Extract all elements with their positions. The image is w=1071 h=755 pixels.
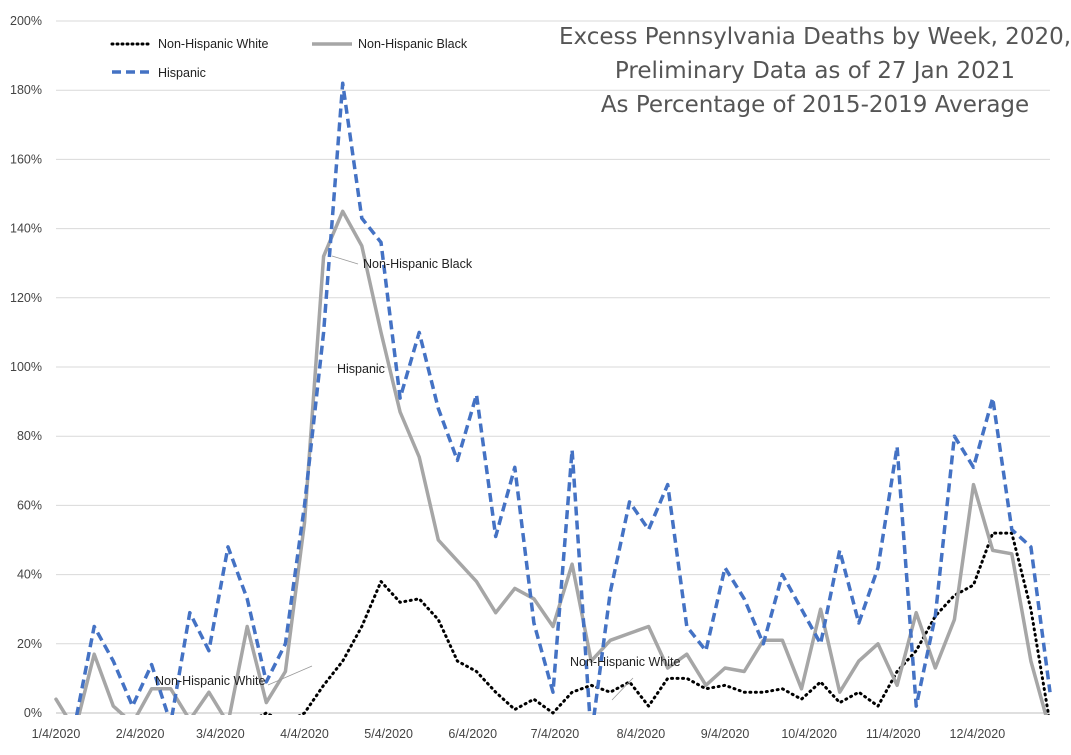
title-line-2: Preliminary Data as of 27 Jan 2021 xyxy=(615,58,1015,84)
annotation-leader-white-2 xyxy=(611,677,634,701)
x-tick-label: 8/4/2020 xyxy=(617,727,666,741)
x-tick-label: 5/4/2020 xyxy=(364,727,413,741)
x-axis-ticks: 1/4/2020 2/4/2020 3/4/2020 4/4/2020 5/4/2020… xyxy=(32,727,1006,741)
annotation-non-hispanic-white-2: Non-Hispanic White xyxy=(570,655,681,669)
y-tick-label: 100% xyxy=(10,360,42,374)
x-tick-label: 3/4/2020 xyxy=(196,727,245,741)
chart-title: Excess Pennsylvania Deaths by Week, 2020… xyxy=(559,24,1071,118)
y-tick-label: 0% xyxy=(24,706,42,720)
legend-item-non-hispanic-black: Non-Hispanic Black xyxy=(312,37,468,51)
legend-label-non-hispanic-white: Non-Hispanic White xyxy=(158,37,269,51)
legend: Non-Hispanic White Non-Hispanic Black Hi… xyxy=(110,37,468,80)
series-lines xyxy=(54,81,1052,715)
y-tick-label: 80% xyxy=(17,429,42,443)
y-tick-label: 40% xyxy=(17,568,42,582)
x-tick-label: 11/4/2020 xyxy=(866,727,921,741)
x-tick-label: 1/4/2020 xyxy=(32,727,81,741)
x-tick-label: 4/4/2020 xyxy=(280,727,329,741)
annotation-leader-black xyxy=(331,255,359,265)
y-tick-label: 180% xyxy=(10,83,42,97)
annotation-non-hispanic-black: Non-Hispanic Black xyxy=(363,257,473,271)
y-axis-ticks: 0% 20% 40% 60% 80% 100% 120% 140% 160% 180% 200% xyxy=(10,14,42,720)
x-tick-label: 9/4/2020 xyxy=(701,727,750,741)
legend-item-non-hispanic-white: Non-Hispanic White xyxy=(110,37,269,51)
x-tick-label: 7/4/2020 xyxy=(531,727,580,741)
y-tick-label: 120% xyxy=(10,291,42,305)
x-tick-label: 10/4/2020 xyxy=(781,727,837,741)
series-line-non-hispanic-black xyxy=(54,209,1048,715)
x-tick-label: 12/4/2020 xyxy=(950,727,1006,741)
series-line-non-hispanic-white xyxy=(259,531,1051,715)
y-tick-label: 160% xyxy=(10,152,42,166)
legend-item-hispanic: Hispanic xyxy=(112,66,206,80)
legend-label-hispanic: Hispanic xyxy=(158,66,206,80)
annotation-hispanic: Hispanic xyxy=(337,362,385,376)
y-tick-label: 140% xyxy=(10,222,42,236)
x-tick-label: 2/4/2020 xyxy=(116,727,165,741)
y-tick-label: 20% xyxy=(17,637,42,651)
legend-label-non-hispanic-black: Non-Hispanic Black xyxy=(358,37,468,51)
annotations: Non-Hispanic Black Hispanic Non-Hispanic… xyxy=(155,255,681,701)
title-line-3: As Percentage of 2015-2019 Average xyxy=(601,92,1029,118)
x-tick-label: 6/4/2020 xyxy=(448,727,497,741)
annotation-non-hispanic-white-1: Non-Hispanic White xyxy=(155,674,266,688)
title-line-1: Excess Pennsylvania Deaths by Week, 2020… xyxy=(559,24,1071,50)
gridlines xyxy=(56,20,1050,714)
series-line-hispanic xyxy=(74,81,1052,715)
y-tick-label: 60% xyxy=(17,498,42,512)
y-tick-label: 200% xyxy=(10,14,42,28)
annotation-leader-white-1 xyxy=(267,665,313,686)
